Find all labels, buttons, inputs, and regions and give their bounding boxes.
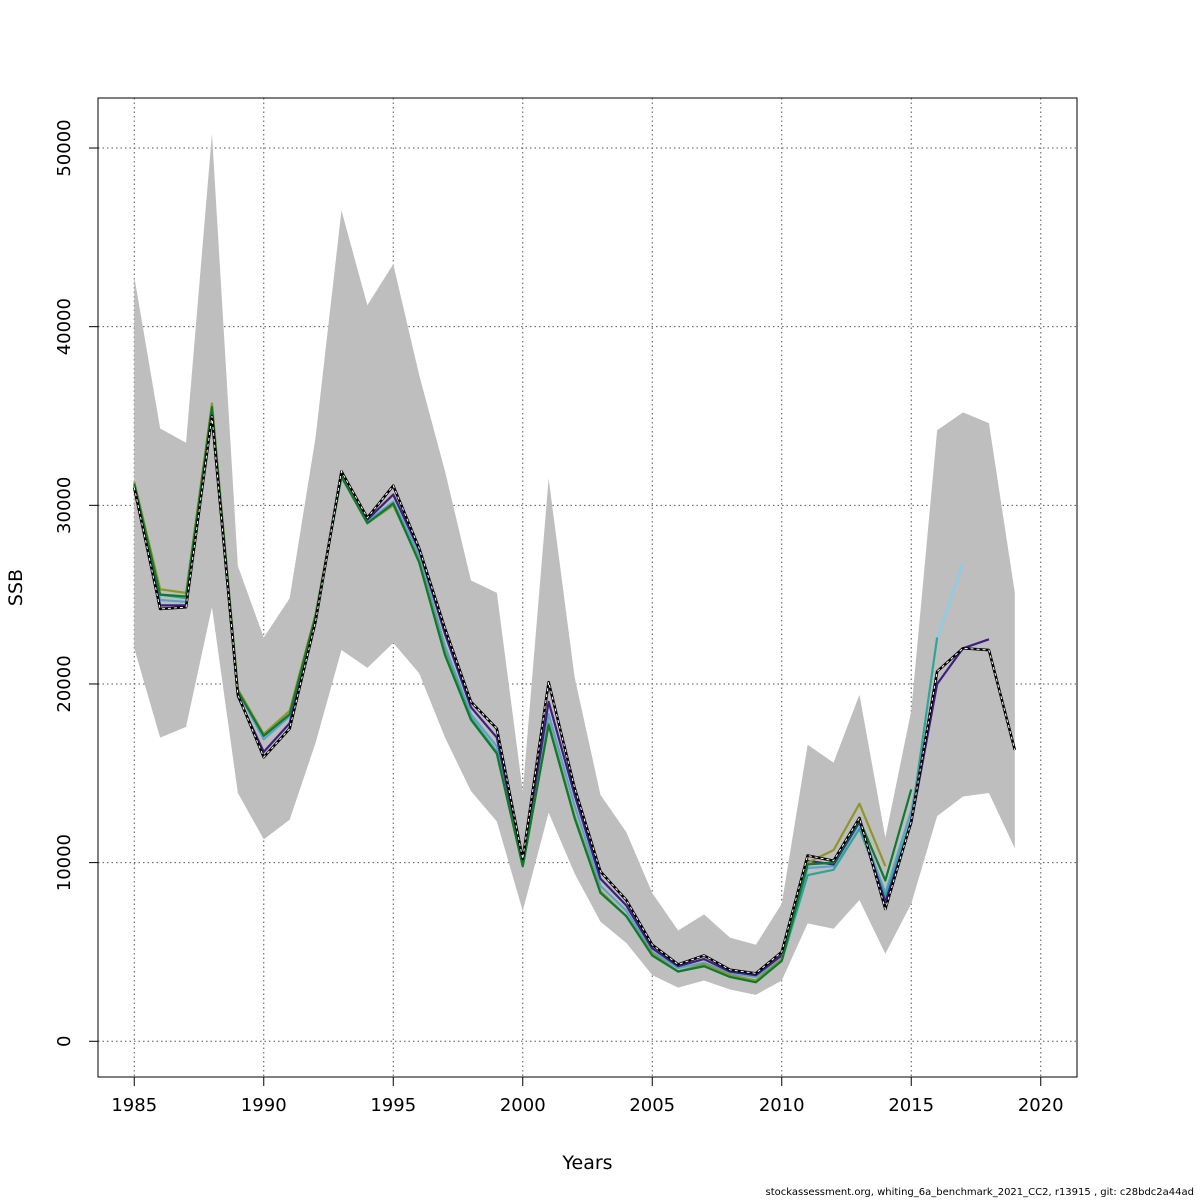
confidence-band	[134, 133, 1015, 995]
x-tick-label: 2000	[500, 1095, 546, 1116]
x-axis: 1985 1990 1995 2000 2005 2010 2015 2020	[111, 1076, 1064, 1116]
footer-credit: stockassessment.org, whiting_6a_benchmar…	[765, 1187, 1194, 1198]
series-lines	[132, 402, 1017, 984]
y-tick-label: 30000	[54, 477, 75, 534]
y-tick-label: 10000	[54, 834, 75, 891]
y-axis-title: SSB	[5, 569, 27, 606]
x-tick-label: 2010	[759, 1095, 805, 1116]
x-tick-label: 2005	[629, 1095, 675, 1116]
x-axis-title: Years	[561, 1152, 612, 1174]
y-tick-label: 0	[54, 1036, 75, 1047]
series-line-6-dash	[133, 415, 1016, 974]
x-tick-label: 1985	[111, 1095, 157, 1116]
x-tick-label: 1990	[241, 1095, 287, 1116]
x-tick-label: 2020	[1018, 1095, 1064, 1116]
y-axis: 0 10000 20000 30000 40000 50000	[54, 119, 99, 1047]
y-tick-label: 20000	[54, 655, 75, 712]
y-tick-label: 40000	[54, 298, 75, 355]
y-tick-label: 50000	[54, 119, 75, 176]
series-line-1	[936, 562, 965, 640]
series-line-5	[133, 405, 913, 984]
ssb-confidence-band	[134, 133, 1015, 995]
x-tick-label: 1995	[370, 1095, 416, 1116]
x-tick-label: 2015	[888, 1095, 934, 1116]
